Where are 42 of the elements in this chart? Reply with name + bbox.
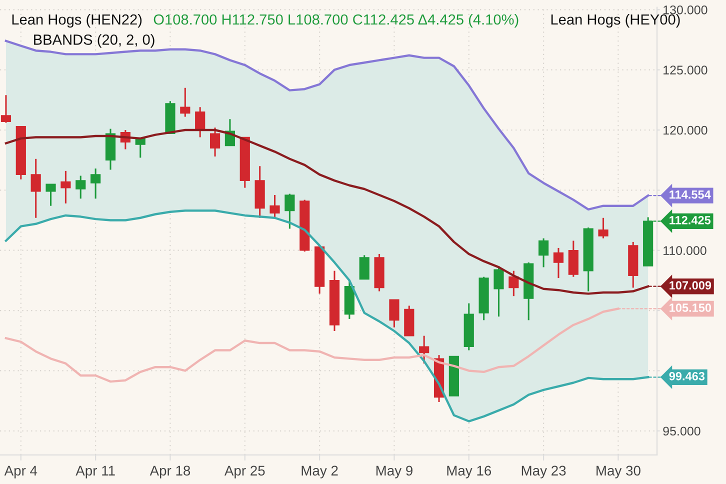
x-tick-label: May 9 xyxy=(376,466,412,478)
candlestick xyxy=(494,265,504,318)
x-tick-label: May 2 xyxy=(302,466,338,478)
candlestick xyxy=(359,254,370,280)
data-label: 99.463 xyxy=(669,372,705,380)
candlestick xyxy=(210,126,220,158)
y-tick-label: 125.000 xyxy=(664,66,708,74)
text: BBANDS (20, 2, 0) xyxy=(34,34,154,48)
x-tick-label: Apr 25 xyxy=(224,466,265,478)
candlestick xyxy=(0,94,12,124)
candlestick xyxy=(60,170,71,204)
candlestick xyxy=(419,335,430,364)
x-tick-label: May 30 xyxy=(596,466,640,478)
candlestick xyxy=(389,298,400,328)
y-tick-label: 120.000 xyxy=(664,126,708,135)
y-tick-label: 110.000 xyxy=(664,246,706,256)
candlestick xyxy=(553,247,564,279)
candlestick xyxy=(180,87,190,118)
x-tick-label: May 23 xyxy=(522,466,566,478)
candlestick xyxy=(270,194,280,219)
annotation: O108.700 H112.750 L108.700 C112.425 Δ4.425 (4.10%) xyxy=(154,14,518,28)
candlestick xyxy=(76,174,86,200)
y-tick-label: 130.000 xyxy=(664,5,708,14)
x-tick-label: May 16 xyxy=(447,466,492,478)
candlestick xyxy=(195,106,206,138)
data-label: 105.150 xyxy=(670,304,712,312)
candlestick xyxy=(30,158,41,219)
y-tick-label: 95.000 xyxy=(663,426,700,436)
data-label: 107.009 xyxy=(670,281,712,290)
x-tick-label: Apr 18 xyxy=(150,466,190,478)
candlestick xyxy=(508,270,519,297)
candlestick xyxy=(46,183,56,207)
x-tick-label: Apr 4 xyxy=(4,466,38,478)
candlestick xyxy=(598,217,608,240)
candlestick xyxy=(90,168,101,200)
x-tick-label: Apr 11 xyxy=(76,466,115,478)
candlestick xyxy=(538,238,549,268)
annotation: Lean Hogs (HEY00) xyxy=(551,14,680,28)
data-label: 114.554 xyxy=(670,190,711,199)
chart-title: Lean Hogs (HEN22) xyxy=(12,14,142,28)
candlestick xyxy=(284,193,295,230)
text: 112.425 xyxy=(670,216,711,224)
